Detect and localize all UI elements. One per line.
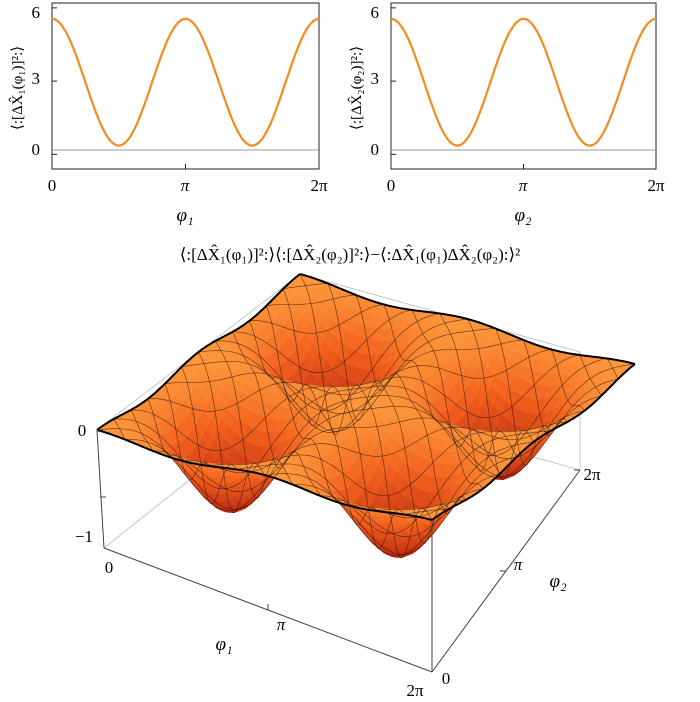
surface [96, 273, 636, 559]
z-tick-label-0: 0 [78, 421, 87, 440]
surface-edge-x2pi [431, 363, 636, 521]
plot-1-frame [51, 2, 320, 170]
mesh-line [249, 304, 384, 334]
mesh-line [215, 313, 440, 412]
mesh-line [266, 294, 356, 307]
surface-edge-y2pi [299, 273, 636, 365]
mesh-line [523, 339, 568, 436]
line-plot-2: 0 π 2π 0 3 6 φ₂ ⟨:[ΔX̂₂(φ₂)]²:⟩ [348, 2, 665, 226]
mesh-line [411, 309, 500, 475]
mesh-line [198, 318, 468, 433]
plot-1-ytick-3: 3 [32, 69, 41, 88]
mesh-line [467, 318, 534, 481]
plot-1-ylabel: ⟨:[ΔX̂₁(φ₁)]²:⟩ [9, 46, 26, 130]
mesh-line [164, 339, 524, 415]
axis-ticks [97, 429, 580, 610]
y-axis-label: φ₂ [549, 571, 567, 592]
plot-2-xtick-0: 0 [387, 176, 396, 195]
plot-2-frame [390, 2, 657, 170]
plot-2-ytick-3: 3 [371, 69, 380, 88]
plot-1-series [51, 17, 320, 147]
plot-2-xtick-pi: π [519, 176, 528, 195]
mesh-line [283, 283, 328, 290]
plot-2-xlabel: φ₂ [514, 205, 532, 226]
mesh-line [130, 354, 580, 452]
plot-1-xtick-pi: π [181, 176, 190, 195]
x-axis-label: φ₁ [215, 634, 232, 655]
plot-2-ytick-0: 0 [371, 140, 380, 159]
mesh-line [439, 313, 517, 472]
plot-1-xtick-0: 0 [48, 176, 57, 195]
surface-plot: 0 −1 0 π 2π 0 π 2π φ₁ φ₂ [75, 273, 636, 700]
plot-2-xtick-2pi: 2π [647, 176, 665, 195]
plot-1-xlabel: φ₁ [176, 205, 193, 226]
mesh-line [113, 359, 603, 490]
surface-edge-y0 [96, 429, 433, 521]
z-axis-line [96, 429, 105, 549]
line-plot-1: 0 π 2π 0 3 6 φ₁ ⟨:[ΔX̂₁(φ₁)]²:⟩ [9, 2, 328, 226]
surface-edge-x0 [96, 273, 301, 431]
surface-mesh [96, 273, 636, 559]
mesh-line [268, 441, 534, 556]
x-tick-label-pi: π [277, 615, 286, 634]
plot-1-ytick-0: 0 [32, 140, 41, 159]
y-tick-label-2pi: 2π [583, 465, 601, 484]
mesh-line [232, 309, 412, 374]
x-tick-label-0: 0 [105, 558, 114, 577]
surface-title: ⟨:[ΔX̂₁(φ₁)]²:⟩⟨:[ΔX̂₂(φ₂)]²:⟩−⟨:ΔX̂₁(φ₁… [180, 245, 520, 264]
mesh-line [606, 358, 619, 380]
z-tick-label-neg1: −1 [75, 527, 93, 546]
mesh-line [578, 354, 602, 397]
mesh-line [282, 288, 404, 550]
plot-1-ytick-6: 6 [32, 3, 41, 22]
y-tick-label-pi: π [514, 555, 523, 574]
plot-2-ytick-6: 6 [371, 3, 380, 22]
plot-2-series [390, 17, 657, 147]
x-tick-label-2pi: 2π [406, 681, 424, 700]
plot-2-ylabel: ⟨:[ΔX̂₂(φ₂)]²:⟩ [348, 46, 365, 130]
y-tick-label-0: 0 [442, 669, 451, 688]
mesh-line [355, 294, 467, 514]
mesh-line [495, 328, 551, 466]
plot-1-xtick-2pi: 2π [310, 176, 328, 195]
mesh-line [551, 349, 585, 412]
